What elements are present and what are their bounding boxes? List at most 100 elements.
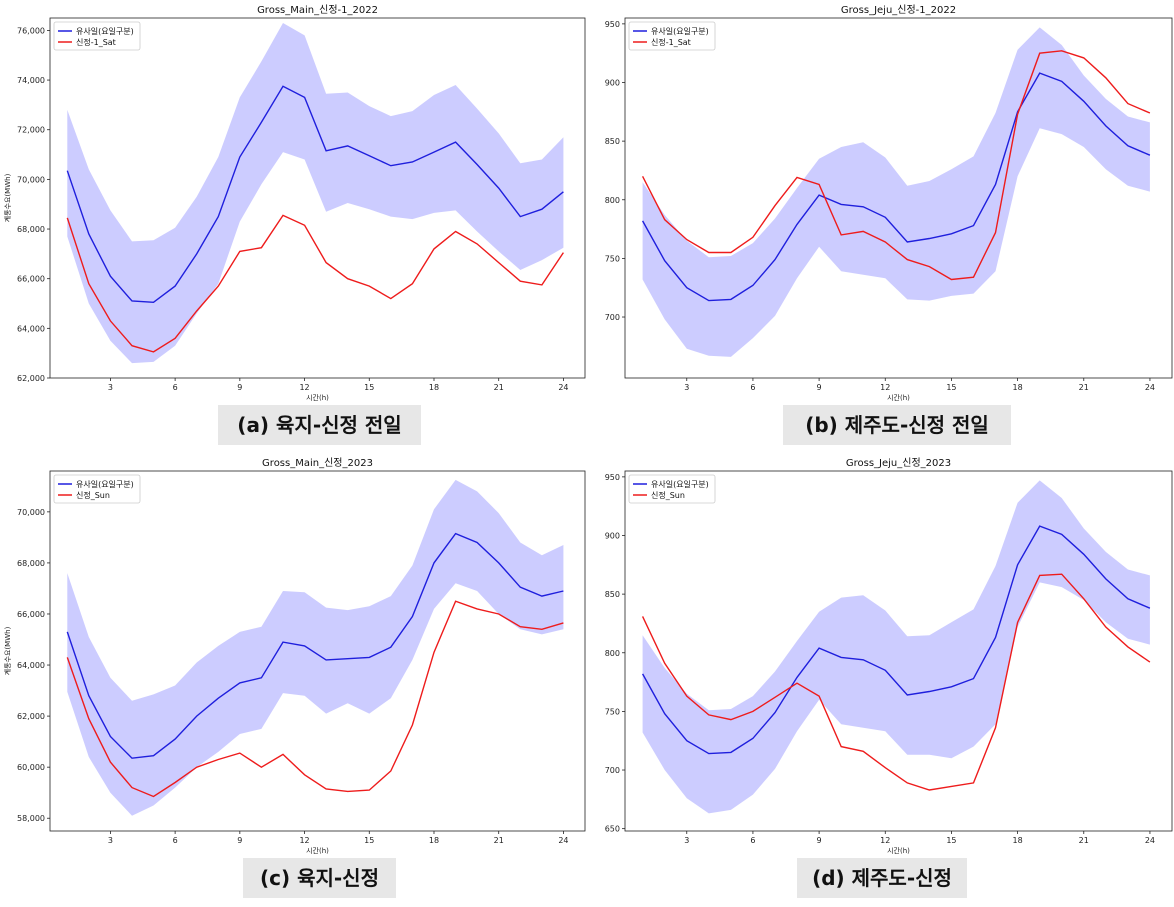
data-point <box>840 745 842 747</box>
data-point <box>476 608 478 610</box>
data-point <box>260 121 262 123</box>
data-point <box>541 284 543 286</box>
data-point <box>282 85 284 87</box>
data-point <box>282 214 284 216</box>
data-point <box>752 236 754 238</box>
data-point <box>906 258 908 260</box>
y-tick-label: 72,000 <box>17 126 45 135</box>
data-point <box>109 761 111 763</box>
data-point <box>1083 57 1085 59</box>
data-point <box>195 310 197 312</box>
y-tick-label: 750 <box>605 707 620 716</box>
data-point <box>66 631 68 633</box>
y-tick-label: 850 <box>605 137 620 146</box>
x-tick-label: 21 <box>494 383 504 392</box>
caption-a: (a) 육지-신정 전일 <box>218 405 421 445</box>
x-axis-label: 시간(h) <box>306 393 329 402</box>
data-point <box>1105 578 1107 580</box>
data-point <box>109 320 111 322</box>
data-point <box>131 757 133 759</box>
x-tick-label: 6 <box>173 383 178 392</box>
data-point <box>390 165 392 167</box>
legend-label: 신정_Sun <box>651 490 685 500</box>
x-tick-label: 18 <box>1013 383 1023 392</box>
data-point <box>1149 661 1151 663</box>
legend-label: 유사일(요일구분) <box>651 480 709 489</box>
data-point <box>730 718 732 720</box>
data-point <box>950 785 952 787</box>
legend-label: 유사일(요일구분) <box>651 27 709 36</box>
data-point <box>818 695 820 697</box>
y-tick-label: 800 <box>605 649 620 658</box>
data-point <box>174 285 176 287</box>
data-point <box>1038 52 1040 54</box>
data-point <box>433 651 435 653</box>
x-tick-label: 12 <box>880 836 890 845</box>
x-tick-label: 24 <box>1145 383 1155 392</box>
data-point <box>433 151 435 153</box>
x-tick-label: 6 <box>750 836 755 845</box>
data-point <box>1061 80 1063 82</box>
series-line-0 <box>66 532 564 759</box>
data-point <box>972 224 974 226</box>
x-tick-label: 15 <box>364 383 374 392</box>
plot-frame <box>624 17 1173 379</box>
legend-label: 신정-1_Sat <box>76 37 116 47</box>
x-tick-label: 18 <box>429 383 439 392</box>
data-point <box>972 677 974 679</box>
y-tick-label: 62,000 <box>17 712 45 721</box>
data-point <box>774 696 776 698</box>
confidence-band <box>67 23 564 364</box>
data-point <box>411 161 413 163</box>
chart-title: Gross_Main_신정-1_2022 <box>257 4 378 16</box>
data-point <box>260 677 262 679</box>
data-point <box>347 145 349 147</box>
y-tick-label: 700 <box>605 766 620 775</box>
data-point <box>641 673 643 675</box>
data-point <box>1016 621 1018 623</box>
x-tick-label: 3 <box>108 383 113 392</box>
y-tick-label: 70,000 <box>17 175 45 184</box>
data-point <box>730 751 732 753</box>
data-point <box>906 782 908 784</box>
data-point <box>347 277 349 279</box>
data-point <box>541 628 543 630</box>
legend-box <box>628 474 716 504</box>
series-line-1 <box>641 573 1151 791</box>
data-point <box>1061 50 1063 52</box>
series-line-1 <box>66 600 564 798</box>
data-point <box>906 241 908 243</box>
legend-box <box>53 474 141 504</box>
data-point <box>282 641 284 643</box>
data-point <box>884 669 886 671</box>
data-point <box>1149 112 1151 114</box>
y-tick-label: 68,000 <box>17 225 45 234</box>
y-tick-label: 900 <box>605 531 620 540</box>
data-point <box>152 795 154 797</box>
data-point <box>195 766 197 768</box>
data-point <box>1105 77 1107 79</box>
data-point <box>686 287 688 289</box>
data-point <box>928 265 930 267</box>
series-line-0 <box>641 72 1151 302</box>
chart-panel-c: Gross_Main_신정_2023 3 6 9 12 15 18 21 24 58,000 60,… <box>0 453 587 907</box>
data-point <box>774 258 776 260</box>
data-point <box>752 284 754 286</box>
data-point <box>862 659 864 661</box>
data-point <box>796 176 798 178</box>
plot-frame <box>624 470 1173 832</box>
data-point <box>818 194 820 196</box>
data-point <box>152 351 154 353</box>
x-tick-label: 3 <box>684 383 689 392</box>
data-point <box>390 297 392 299</box>
data-point <box>1038 525 1040 527</box>
data-point <box>1038 72 1040 74</box>
y-tick-label: 900 <box>605 78 620 87</box>
y-tick-label: 68,000 <box>17 559 45 568</box>
y-tick-label: 700 <box>605 313 620 322</box>
data-point <box>1083 100 1085 102</box>
x-tick-label: 24 <box>558 836 568 845</box>
y-tick-label: 60,000 <box>17 763 45 772</box>
data-point <box>1038 574 1040 576</box>
data-point <box>131 786 133 788</box>
